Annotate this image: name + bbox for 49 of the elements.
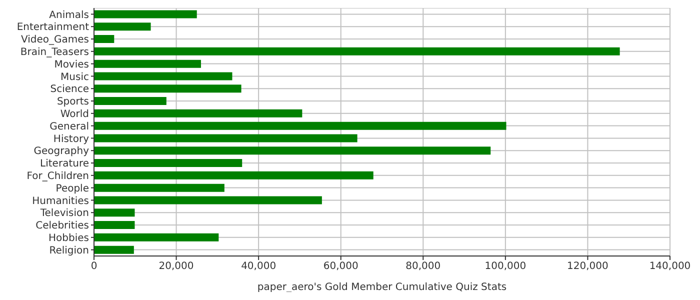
x-tick-label: 20,000 [158,261,194,272]
x-tick-label: 100,000 [484,261,526,272]
bar [94,159,242,168]
y-tick-label: World [60,108,89,120]
y-tick-label: Entertainment [16,22,90,34]
bar [94,171,374,180]
y-tick-label: People [56,183,89,194]
bar [94,47,620,56]
y-tick-label: Celebrities [36,220,89,232]
x-tick-label: 60,000 [323,261,358,272]
y-tick-label: Movies [54,59,89,70]
bar [94,221,135,230]
bar [94,84,242,93]
x-tick-label: 40,000 [241,261,276,272]
x-axis-title: paper_aero's Gold Member Cumulative Quiz Stats [257,282,507,293]
bar [94,134,358,142]
bar [94,196,322,204]
y-tick-label: History [53,134,90,145]
x-tick-label: 120,000 [567,261,608,272]
bar [94,184,224,192]
x-tick-label: 140,000 [649,261,691,272]
y-tick-label: For_Children [26,170,89,182]
x-tick-label: 0 [90,261,98,272]
bar [94,208,135,217]
bar [94,22,151,31]
y-tick-label: Animals [49,10,89,21]
y-tick-label: Music [60,72,89,83]
bar [94,72,232,80]
y-tick-label: Science [50,84,89,96]
bar [94,60,201,68]
y-tick-label: Video_Games [21,34,89,46]
bar [94,246,134,254]
y-tick-label: Hobbies [48,232,89,244]
x-tick-label: 80,000 [406,261,441,272]
bar [94,233,219,242]
y-tick-label: Television [39,208,89,220]
bar [94,109,302,118]
bar [94,35,114,44]
bar [94,97,166,106]
y-tick-label: General [50,121,89,132]
y-tick-label: Geography [34,146,90,158]
y-tick-label: Brain_Teasers [20,46,89,58]
bar [94,122,506,130]
bar [94,146,491,155]
bar [94,10,197,18]
y-tick-label: Humanities [32,196,89,207]
y-tick-label: Literature [40,158,89,170]
y-tick-label: Sports [56,96,89,108]
y-tick-label: Religion [49,245,89,256]
